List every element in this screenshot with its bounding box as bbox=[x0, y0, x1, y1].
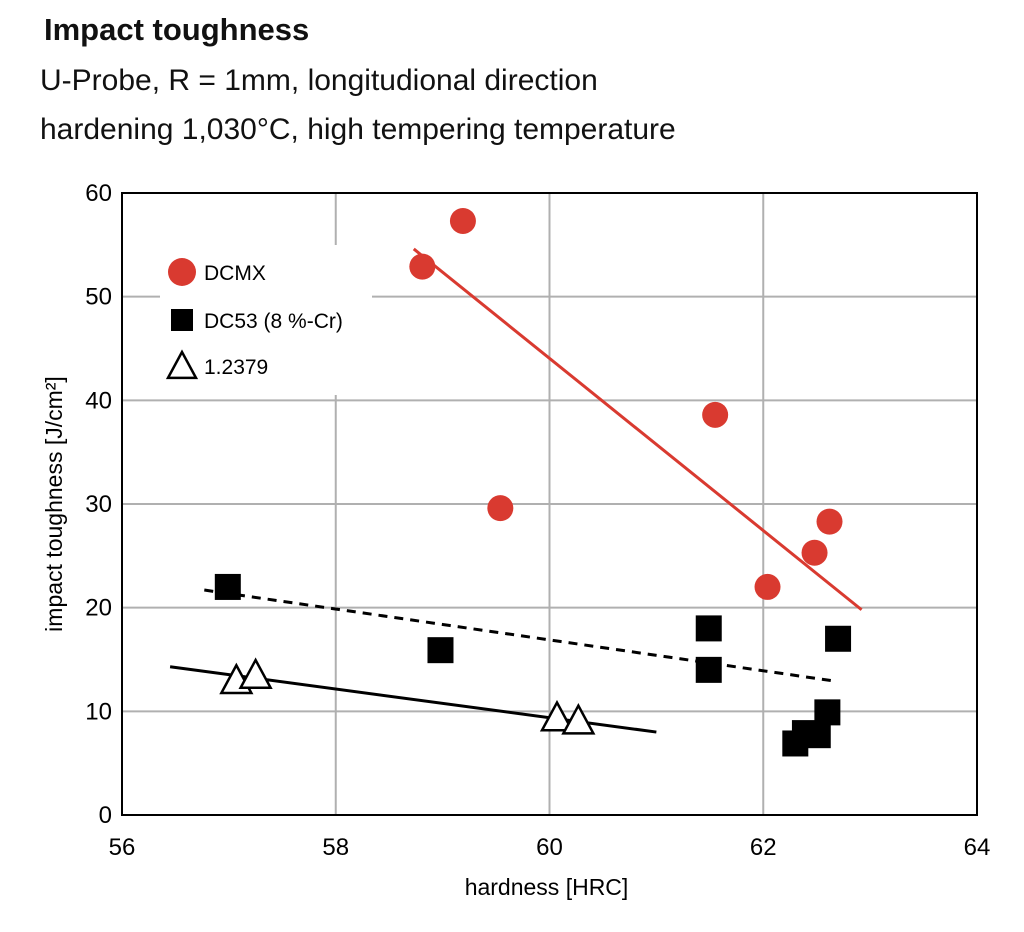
legend-label: 1.2379 bbox=[204, 356, 268, 379]
y-tick-label: 20 bbox=[85, 595, 112, 622]
data-point bbox=[816, 508, 843, 535]
data-point bbox=[238, 657, 273, 690]
legend-marker bbox=[168, 258, 196, 286]
chart-title: Impact toughness bbox=[44, 12, 310, 47]
x-tick-label: 64 bbox=[964, 834, 991, 861]
data-point bbox=[487, 495, 514, 522]
data-point bbox=[825, 625, 852, 652]
trend-line bbox=[412, 247, 863, 611]
legend-label: DCMX bbox=[204, 262, 266, 285]
data-point bbox=[702, 401, 729, 428]
y-axis-label: impact toughness [J/cm²] bbox=[41, 376, 67, 632]
y-tick-label: 0 bbox=[99, 802, 112, 829]
data-point bbox=[409, 253, 436, 280]
data-point bbox=[695, 615, 722, 642]
data-point bbox=[539, 699, 575, 732]
x-tick-label: 58 bbox=[322, 834, 349, 861]
y-tick-label: 40 bbox=[85, 387, 112, 414]
data-point bbox=[814, 699, 841, 726]
x-tick-label: 62 bbox=[750, 834, 777, 861]
data-point bbox=[804, 722, 831, 749]
chart-subtitle-2: hardening 1,030°C, high tempering temper… bbox=[40, 113, 676, 146]
y-tick-label: 50 bbox=[85, 284, 112, 311]
data-point bbox=[214, 573, 241, 600]
data-point bbox=[695, 656, 722, 683]
trend-line bbox=[204, 588, 837, 683]
plot-frame bbox=[121, 192, 978, 816]
data-point bbox=[561, 703, 596, 735]
x-axis-label: hardness [HRC] bbox=[465, 874, 629, 900]
data-point bbox=[801, 539, 828, 566]
y-tick-label: 60 bbox=[85, 180, 112, 207]
x-tick-label: 60 bbox=[536, 834, 563, 861]
data-point bbox=[427, 637, 454, 664]
legend-label: DC53 (8 %-Cr) bbox=[204, 310, 343, 333]
y-tick-label: 10 bbox=[85, 698, 112, 725]
chart-subtitle-1: U-Probe, R = 1mm, longitudional directio… bbox=[40, 64, 598, 97]
y-tick-label: 30 bbox=[85, 491, 112, 518]
data-point bbox=[754, 573, 781, 600]
x-tick-label: 56 bbox=[109, 834, 136, 861]
data-point bbox=[449, 207, 476, 234]
legend-marker bbox=[171, 309, 193, 331]
legend-marker bbox=[165, 349, 199, 380]
